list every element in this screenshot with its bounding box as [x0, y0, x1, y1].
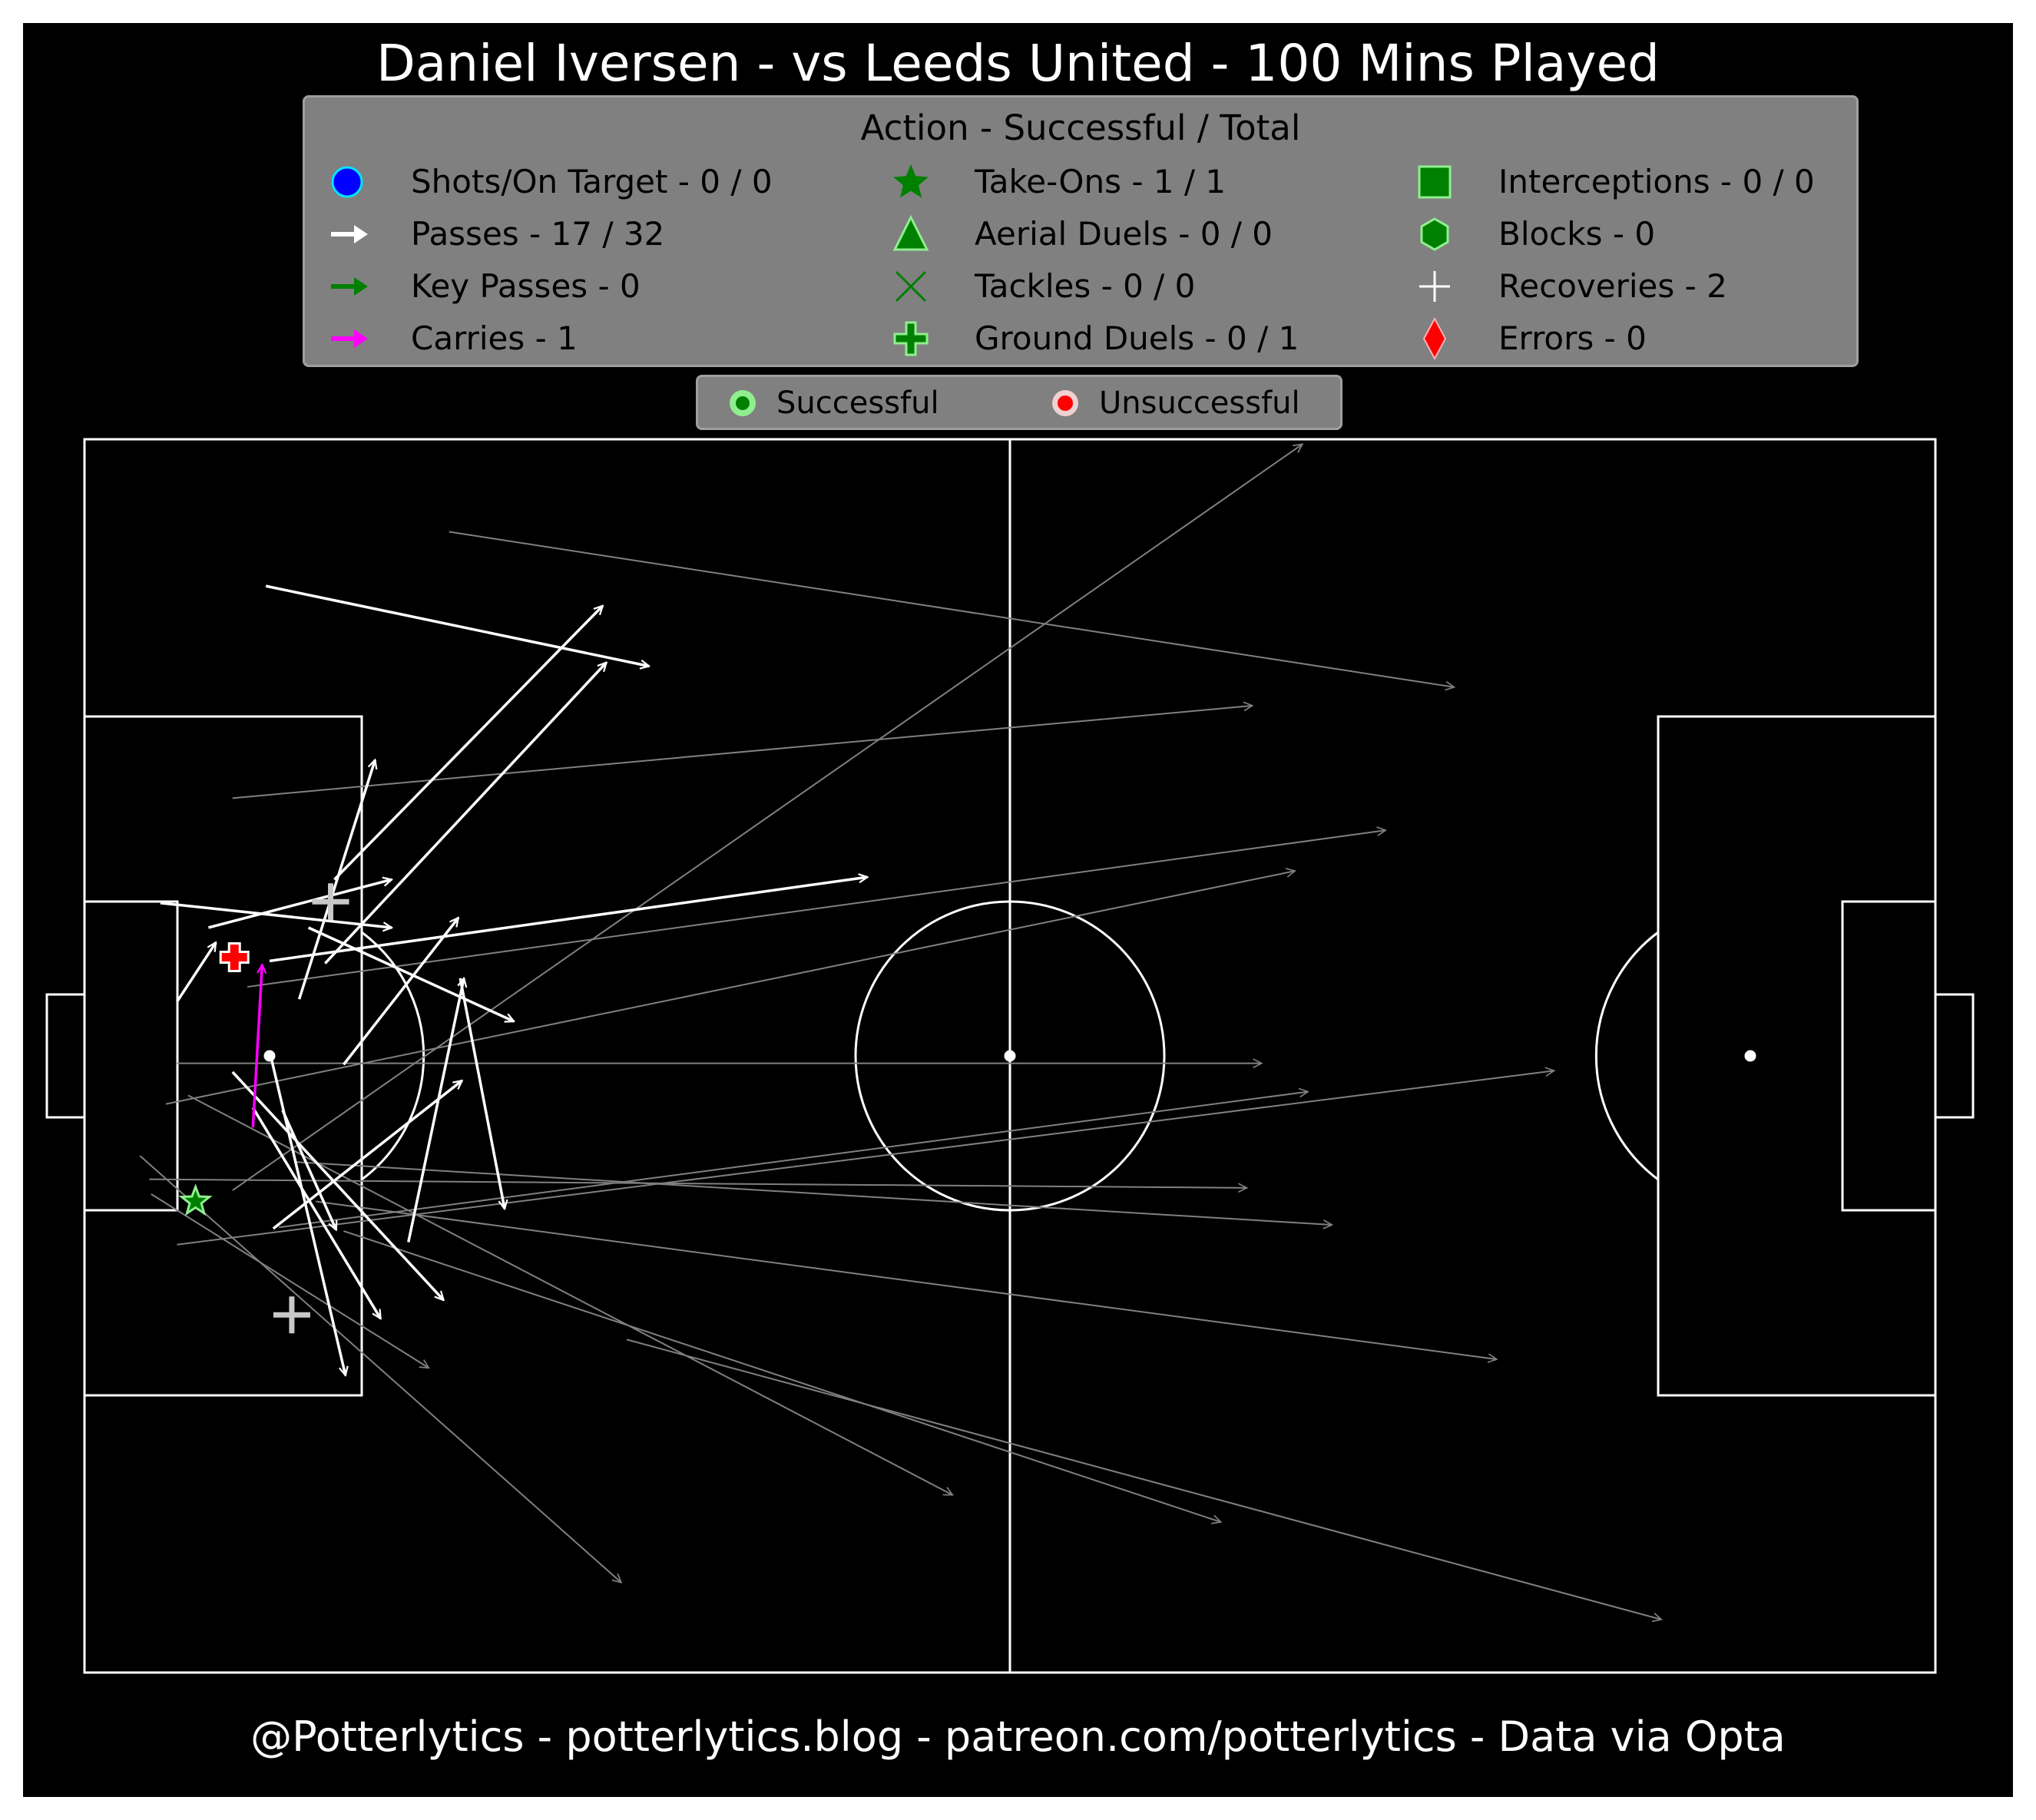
white-arrow-icon: [331, 225, 368, 243]
legend-label-passes: Passes - 17 / 32: [411, 215, 665, 253]
successful-pass-arrow: [176, 942, 217, 1003]
successful-pass-arrow: [208, 879, 392, 929]
unsuccessful-pass-arrow: [139, 1155, 621, 1583]
green-arrow-icon: [331, 277, 368, 296]
green-star-icon: [893, 164, 929, 198]
green-plus-icon: [893, 321, 929, 356]
successful-pass-arrow: [268, 1051, 346, 1375]
unsuccessful-pass-arrow: [151, 1193, 429, 1368]
green-triangle-icon: [892, 214, 929, 251]
outcome-legend: Successful Unsuccessful: [696, 375, 1342, 430]
successful-pass-arrow: [459, 978, 505, 1209]
carry-arrow: [251, 965, 262, 1128]
successful-pass-arrow: [333, 606, 602, 881]
blue-circle-icon: [331, 166, 363, 198]
unsuccessful-pass-arrow: [449, 531, 1455, 687]
center-spot: [1004, 1050, 1016, 1062]
pitch-lines: [45, 438, 1975, 1674]
green-x-icon: [895, 270, 927, 303]
successful-pass-arrow: [343, 918, 458, 1066]
red-diamond-icon: [1422, 316, 1447, 361]
legend-label-aerial-duels: Aerial Duels - 0 / 0: [975, 215, 1273, 253]
successful-pass-arrow: [297, 760, 376, 1000]
right-penalty-spot: [1744, 1050, 1756, 1062]
chart-title: Daniel Iversen - vs Leeds United - 100 M…: [376, 34, 1660, 93]
legend-label-tackles: Tackles - 0 / 0: [975, 267, 1196, 305]
event-markers: [178, 883, 349, 1334]
carries: [251, 965, 262, 1128]
right-penalty-area: [1657, 715, 1937, 1397]
legend-label-carries: Carries - 1: [411, 319, 578, 357]
chart-footer: @Potterlytics - potterlytics.blog - patr…: [250, 1712, 1786, 1761]
unsuccessful-pass-arrow: [232, 706, 1253, 799]
unsuccessful-passes: [139, 444, 1661, 1620]
successful-marker-icon: [730, 390, 756, 416]
recovery-marker: [312, 883, 349, 921]
successful-pass-arrow: [407, 978, 464, 1243]
magenta-arrow-icon: [331, 329, 368, 348]
successful-pass-arrow: [324, 663, 606, 965]
left-goal: [45, 993, 86, 1119]
successful-pass-arrow: [265, 584, 649, 666]
successful-pass-arrow: [251, 1107, 382, 1319]
unsuccessful-pass-arrow: [177, 1070, 1554, 1246]
legend-label-blocks: Blocks - 0: [1498, 215, 1656, 253]
legend-label-unsuccessful: Unsuccessful: [1099, 386, 1300, 421]
successful-passes: [160, 584, 868, 1375]
successful-pass-arrow: [160, 902, 392, 928]
green-square-icon: [1418, 165, 1452, 199]
left-penalty-arc: [361, 931, 425, 1181]
recovery-marker: [273, 1296, 310, 1334]
successful-pass-arrow: [269, 877, 867, 963]
legend-label-successful: Successful: [776, 386, 939, 421]
right-goal: [1934, 993, 1975, 1119]
left-penalty-area: [83, 715, 363, 1397]
action-legend: Action - Successful / Total Shots/On Tar…: [303, 95, 1859, 367]
legend-label-ground-duels: Ground Duels - 0 / 1: [975, 319, 1299, 357]
center-circle: [854, 900, 1166, 1212]
unsuccessful-pass-arrow: [247, 830, 1385, 988]
unsuccessful-pass-arrow: [343, 1230, 1220, 1522]
legend-label-shots: Shots/On Target - 0 / 0: [411, 163, 773, 200]
green-hexagon-icon: [1420, 217, 1449, 251]
white-plus-icon: [1419, 271, 1450, 302]
successful-pass-arrow: [272, 1080, 462, 1230]
unsuccessful-pass-arrow: [295, 1161, 1333, 1225]
legend-label-key-passes: Key Passes - 0: [411, 267, 641, 305]
legend-label-take-ons: Take-Ons - 1 / 1: [975, 163, 1227, 200]
right-penalty-arc: [1594, 931, 1659, 1181]
unsuccessful-pass-arrow: [232, 444, 1303, 1191]
unsuccessful-pass-arrow: [165, 871, 1295, 1105]
right-six-yard-box: [1841, 900, 1937, 1212]
unsuccessful-pass-arrow: [278, 1092, 1308, 1229]
unsuccessful-marker-icon: [1052, 390, 1078, 416]
legend-label-errors: Errors - 0: [1498, 319, 1647, 357]
ground-duel-marker: [219, 942, 250, 973]
unsuccessful-pass-arrow: [316, 1200, 1497, 1360]
successful-pass-arrow: [231, 1070, 444, 1300]
successful-pass-arrow: [281, 1109, 336, 1230]
legend-label-recoveries: Recoveries - 2: [1498, 267, 1727, 305]
unsuccessful-pass-arrow: [626, 1339, 1661, 1620]
legend-label-interceptions: Interceptions - 0 / 0: [1498, 163, 1815, 200]
legend-title: Action - Successful / Total: [860, 108, 1301, 148]
take-on-marker: [178, 1183, 213, 1216]
left-six-yard-box: [83, 900, 179, 1212]
